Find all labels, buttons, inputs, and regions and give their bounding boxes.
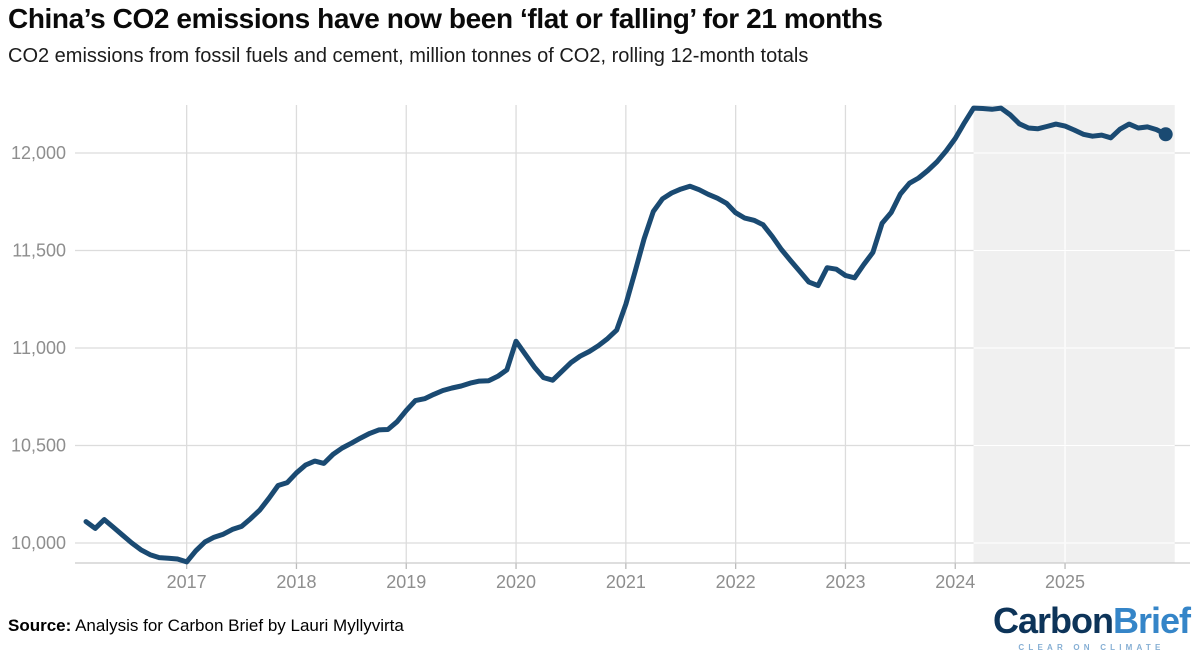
logo-brief: Brief [1112,600,1191,641]
logo-carbon: Carbon [992,600,1114,641]
shaded-flat-period [973,105,1175,563]
x-axis-label: 2019 [386,572,426,592]
chart-subtitle: CO2 emissions from fossil fuels and ceme… [8,45,809,67]
carbonbrief-logo-text: CarbonBrief [992,600,1191,641]
carbonbrief-logo: CarbonBrief CLEAR ON CLIMATE [992,600,1191,652]
shaded-flat-period-region [973,105,1175,563]
chart-title: China’s CO2 emissions have now been ‘fla… [8,3,883,34]
source-label: Source: [8,616,72,635]
x-axis-label: 2020 [496,572,536,592]
logo-tagline: CLEAR ON CLIMATE [1018,642,1165,652]
source-note: Source: Analysis for Carbon Brief by Lau… [8,616,404,636]
x-axis-labels: 2017 2018 2019 2020 2021 2022 2023 2024 2025 [167,572,1085,592]
x-axis-label: 2017 [167,572,207,592]
x-axis-label: 2021 [606,572,646,592]
x-axis-label: 2022 [716,572,756,592]
gridlines [75,105,1190,563]
y-axis-label: 12,000 [11,143,66,163]
y-axis-label: 10,000 [11,533,66,553]
x-axis-label: 2025 [1045,572,1085,592]
latest-point-marker [1158,127,1173,142]
x-axis [75,562,1190,569]
x-axis-label: 2018 [276,572,316,592]
x-axis-label: 2023 [825,572,865,592]
x-axis-label: 2024 [935,572,975,592]
y-axis-label: 10,500 [11,436,66,456]
source-text: Analysis for Carbon Brief by Lauri Mylly… [71,616,404,635]
y-axis-labels: 10,000 10,500 11,000 11,500 12,000 [11,143,66,553]
y-axis-label: 11,000 [12,338,66,358]
emissions-line [83,105,1169,565]
y-axis-label: 11,500 [12,241,66,261]
